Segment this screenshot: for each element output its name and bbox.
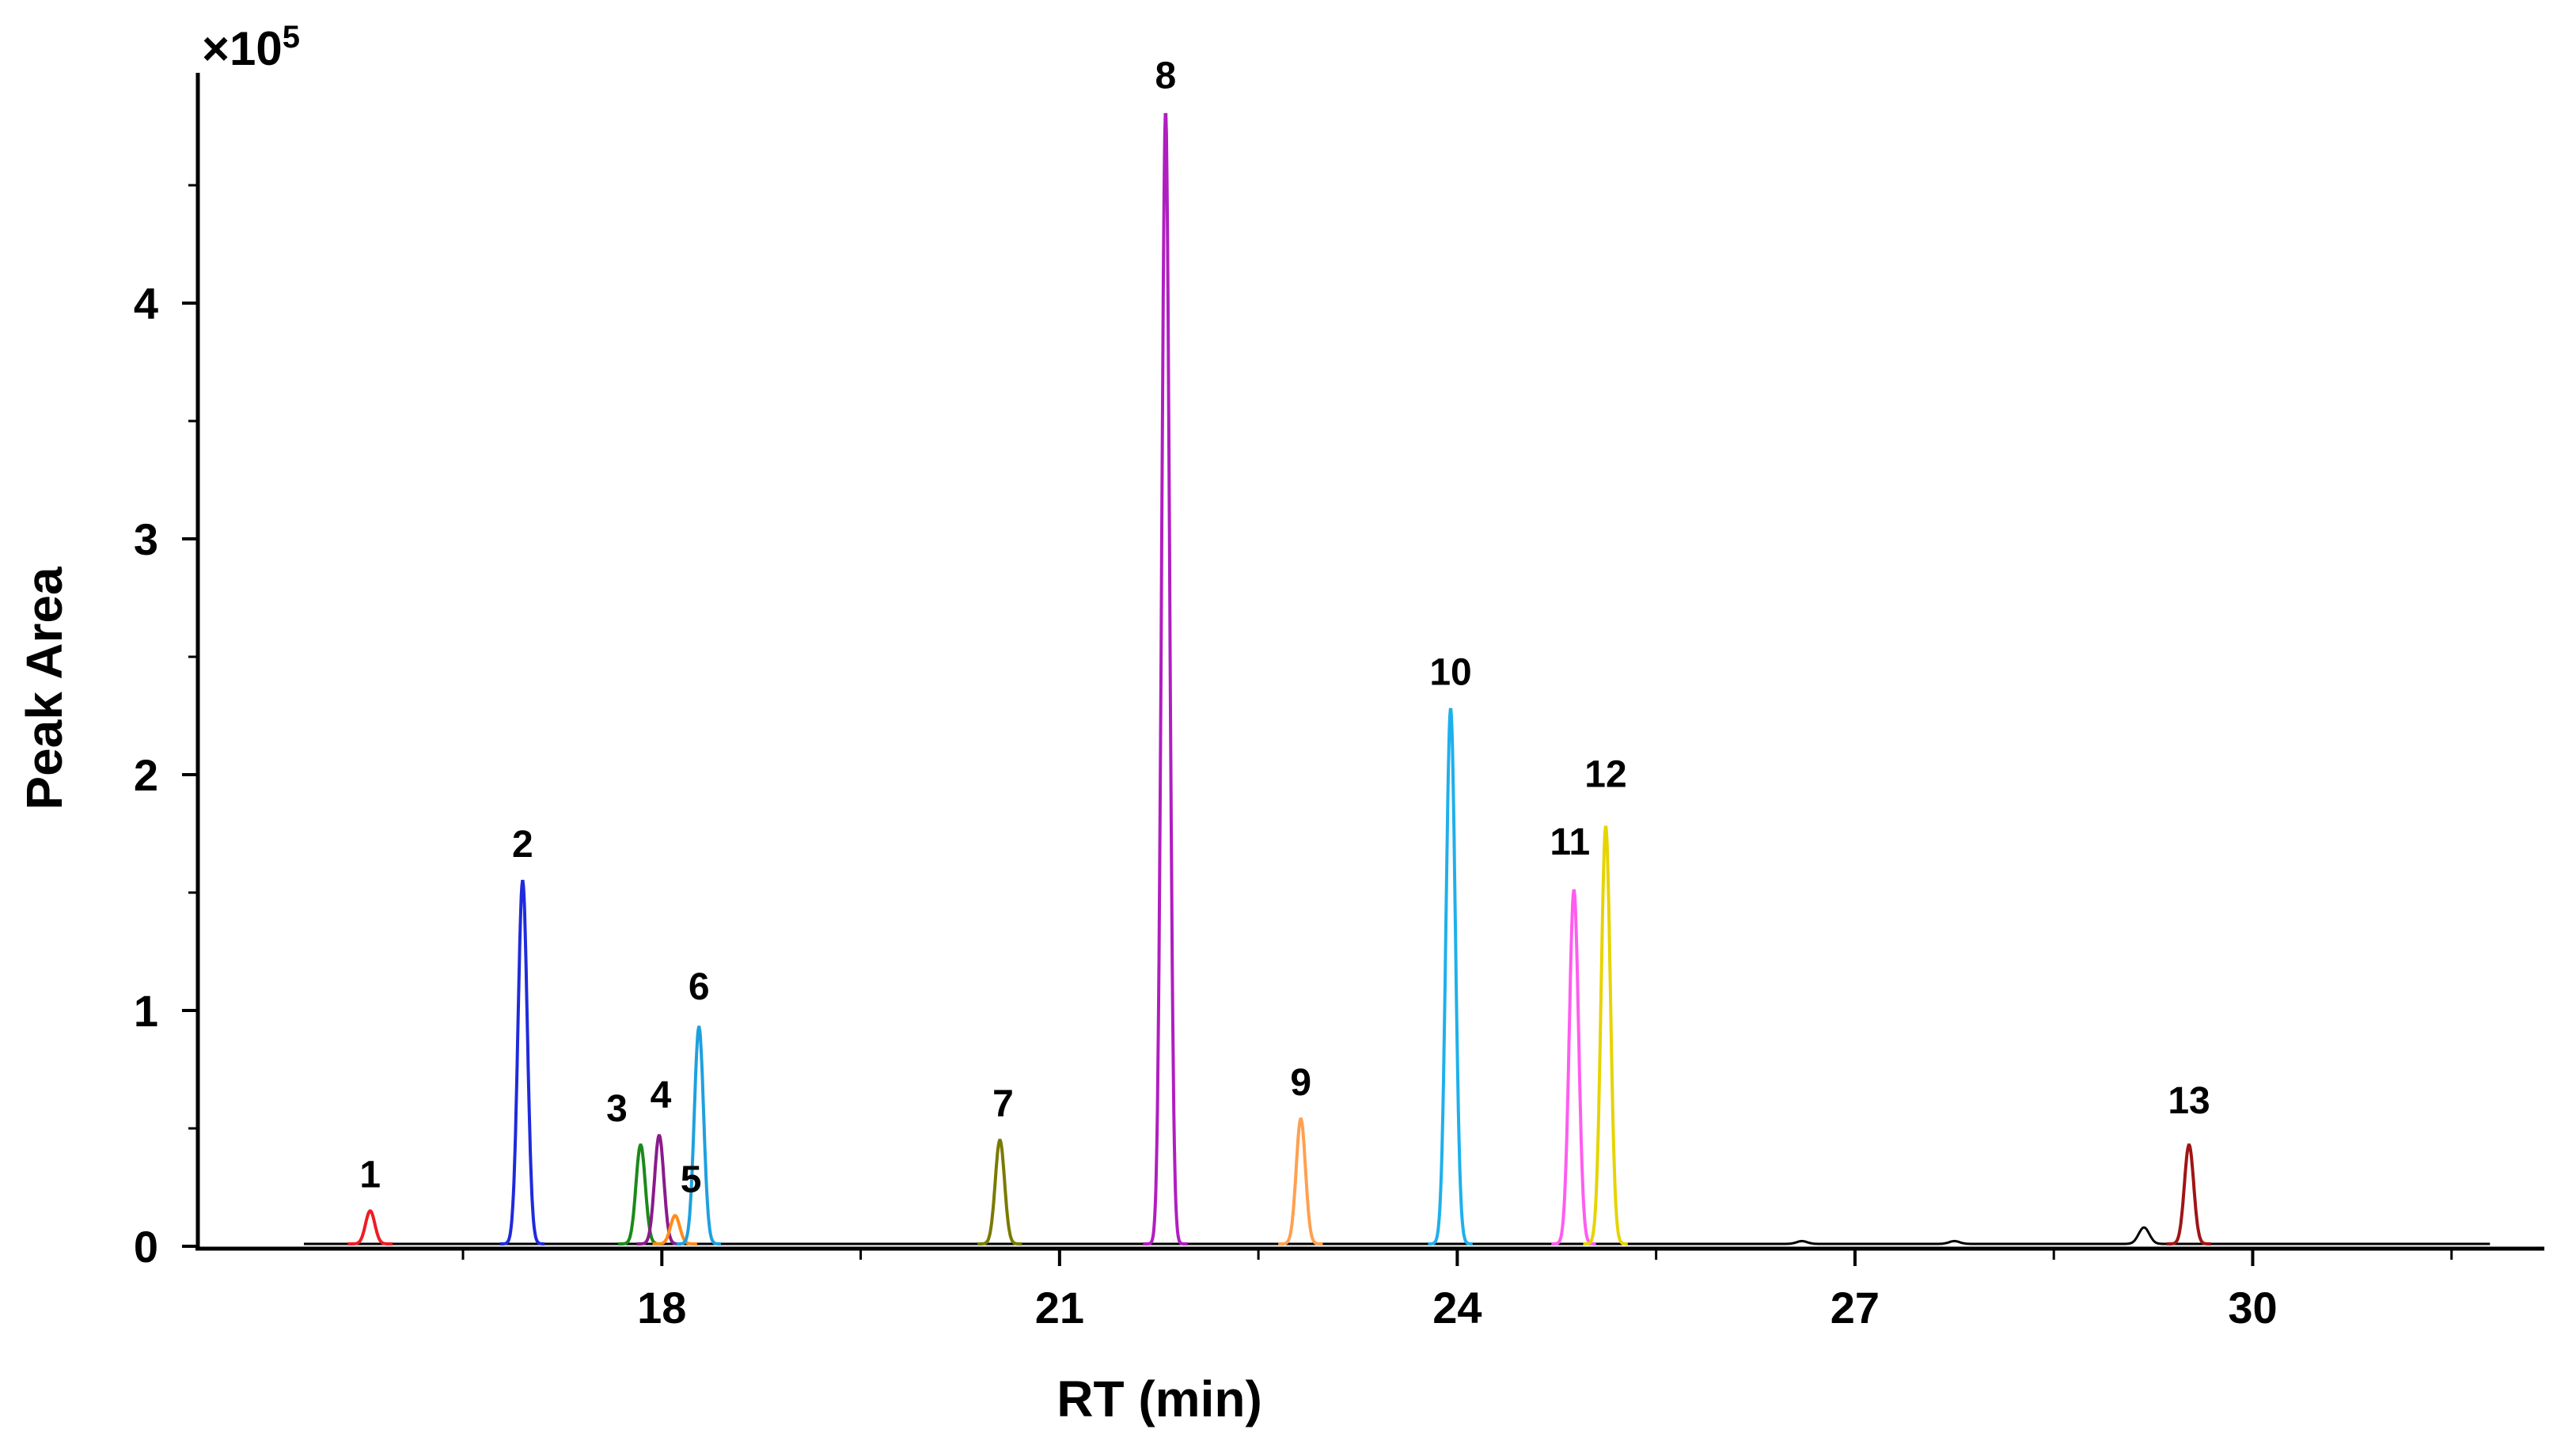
x-axis-title: RT (min)	[1057, 1370, 1262, 1427]
peak-trace-10	[1428, 707, 1473, 1245]
peak-trace-12	[1583, 825, 1628, 1245]
x-tick-label: 30	[2228, 1283, 2277, 1333]
y-tick-label: 2	[134, 750, 158, 800]
peak-trace-1	[347, 1209, 393, 1245]
y-tick-label: 0	[134, 1222, 158, 1272]
peak-trace-4	[636, 1134, 681, 1245]
traces-layer	[304, 112, 2491, 1245]
x-tick-label: 24	[1432, 1283, 1481, 1333]
peak-label-4: 4	[651, 1075, 672, 1116]
peak-label-3: 3	[606, 1088, 628, 1130]
peak-label-8: 8	[1155, 55, 1177, 97]
axes-layer	[195, 73, 2544, 1251]
x-tick-label: 27	[1831, 1283, 1880, 1333]
peak-trace-7	[977, 1139, 1022, 1245]
x-tick-label: 18	[637, 1283, 686, 1333]
peak-trace-6	[676, 1025, 721, 1245]
peak-label-11: 11	[1550, 821, 1590, 863]
peak-label-10: 10	[1429, 652, 1471, 694]
peak-trace-13	[2166, 1143, 2211, 1245]
peak-trace-2	[499, 879, 545, 1245]
peak-trace-5	[652, 1214, 697, 1245]
peak-label-6: 6	[689, 966, 710, 1008]
x-tick-label: 21	[1035, 1283, 1084, 1333]
peak-trace-8	[1143, 112, 1188, 1245]
peak-label-9: 9	[1290, 1062, 1311, 1104]
peak-label-1: 1	[359, 1154, 381, 1196]
y-tick-label: 1	[134, 986, 158, 1036]
y-tick-label: 3	[134, 514, 158, 564]
peak-label-7: 7	[992, 1083, 1014, 1125]
baseline-trace	[304, 1226, 2491, 1245]
peak-label-5: 5	[681, 1158, 702, 1200]
peak-label-13: 13	[2168, 1080, 2210, 1122]
peak-trace-11	[1551, 889, 1596, 1245]
y-axis-title: Peak Area	[16, 567, 73, 810]
peak-trace-9	[1278, 1117, 1323, 1245]
y-tick-label: 4	[134, 279, 158, 328]
y-multiplier-label: ×105	[202, 20, 300, 75]
peak-label-12: 12	[1584, 754, 1626, 796]
peak-label-2: 2	[512, 824, 533, 866]
